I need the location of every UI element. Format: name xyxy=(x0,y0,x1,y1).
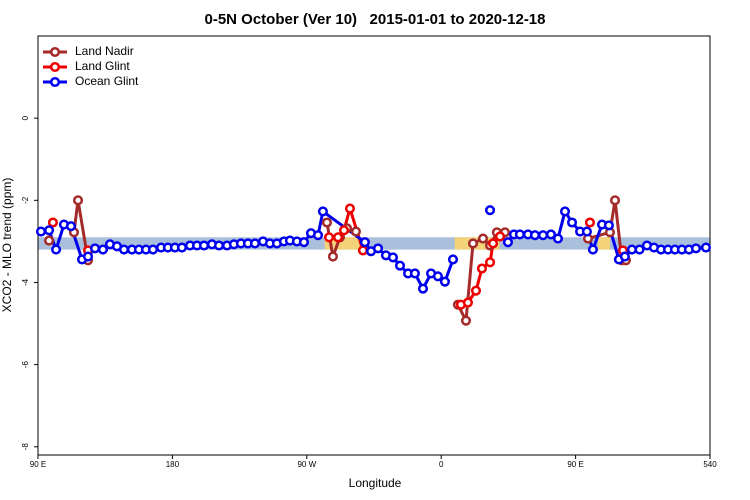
data-point xyxy=(199,240,210,251)
data-point xyxy=(387,252,399,263)
data-point xyxy=(51,244,62,255)
data-point xyxy=(298,237,310,248)
data-point xyxy=(584,217,595,228)
legend-label: Land Glint xyxy=(75,59,130,73)
data-point xyxy=(44,235,55,246)
data-point xyxy=(324,232,335,243)
data-point xyxy=(394,260,406,271)
data-point xyxy=(44,225,55,236)
data-point xyxy=(82,251,94,262)
data-point xyxy=(332,232,344,243)
data-point xyxy=(118,244,130,255)
data-point xyxy=(609,195,621,206)
data-point xyxy=(176,242,188,253)
data-point xyxy=(514,229,525,240)
data-point xyxy=(47,217,58,228)
x-tick-label: 90 E xyxy=(567,460,583,469)
legend-marker xyxy=(49,46,61,58)
data-point xyxy=(447,254,459,265)
data-point xyxy=(338,225,350,236)
y-tick-label: -6 xyxy=(21,361,30,369)
legend-label: Land Nadir xyxy=(75,44,134,58)
data-point xyxy=(357,245,368,256)
x-axis-label: Longitude xyxy=(349,476,402,490)
data-point xyxy=(477,233,489,244)
data-point xyxy=(603,220,614,231)
legend-marker xyxy=(49,76,61,88)
y-tick-label: -8 xyxy=(21,443,30,451)
data-point xyxy=(372,243,384,254)
data-point xyxy=(494,231,506,242)
data-point xyxy=(417,283,429,294)
legend-marker xyxy=(49,61,61,73)
data-point xyxy=(89,243,101,254)
y-tick-label: 0 xyxy=(21,115,30,120)
data-point xyxy=(545,229,557,240)
data-point xyxy=(537,230,549,241)
chart-title: 0-5N October (Ver 10) 2015-01-01 to 2020… xyxy=(204,11,545,28)
data-point xyxy=(213,240,225,251)
data-point xyxy=(502,237,514,248)
surface-band xyxy=(324,237,361,250)
data-point xyxy=(344,203,356,214)
data-point xyxy=(467,238,479,249)
data-point xyxy=(690,243,702,254)
data-point xyxy=(476,263,488,274)
data-point xyxy=(97,244,109,255)
surface-band xyxy=(598,237,610,250)
legend-label: Ocean Glint xyxy=(75,74,139,88)
data-point xyxy=(487,238,499,249)
data-point xyxy=(460,315,472,326)
x-tick-label: 0 xyxy=(439,460,444,469)
data-point xyxy=(72,195,84,206)
data-point xyxy=(327,251,338,262)
data-point xyxy=(559,206,571,217)
x-tick-label: 90 W xyxy=(297,460,316,469)
data-point xyxy=(587,244,598,255)
data-point xyxy=(462,297,473,308)
data-point xyxy=(350,226,361,237)
x-tick-label: 540 xyxy=(703,460,717,469)
data-point xyxy=(484,257,496,268)
data-point xyxy=(581,226,592,237)
data-point xyxy=(35,226,47,237)
data-point xyxy=(432,271,443,282)
data-point xyxy=(566,217,578,228)
y-tick-label: -2 xyxy=(21,196,30,204)
data-point xyxy=(700,242,712,253)
data-point xyxy=(439,276,450,287)
data-point xyxy=(321,217,333,228)
x-tick-label: 180 xyxy=(166,460,180,469)
x-tick-label: 90 E xyxy=(30,460,46,469)
y-tick-label: -4 xyxy=(21,278,30,286)
data-point xyxy=(484,205,496,216)
data-point xyxy=(409,268,420,279)
data-point xyxy=(529,230,541,241)
data-point xyxy=(359,237,370,248)
data-point xyxy=(317,206,328,217)
data-point xyxy=(249,238,261,249)
data-point xyxy=(470,285,482,296)
data-point xyxy=(312,230,324,241)
data-point xyxy=(65,221,77,232)
data-point xyxy=(619,251,630,262)
data-point xyxy=(147,244,159,255)
data-point xyxy=(552,233,564,244)
y-axis-label: XCO2 - MLO trend (ppm) xyxy=(0,178,14,313)
data-point xyxy=(634,244,645,255)
